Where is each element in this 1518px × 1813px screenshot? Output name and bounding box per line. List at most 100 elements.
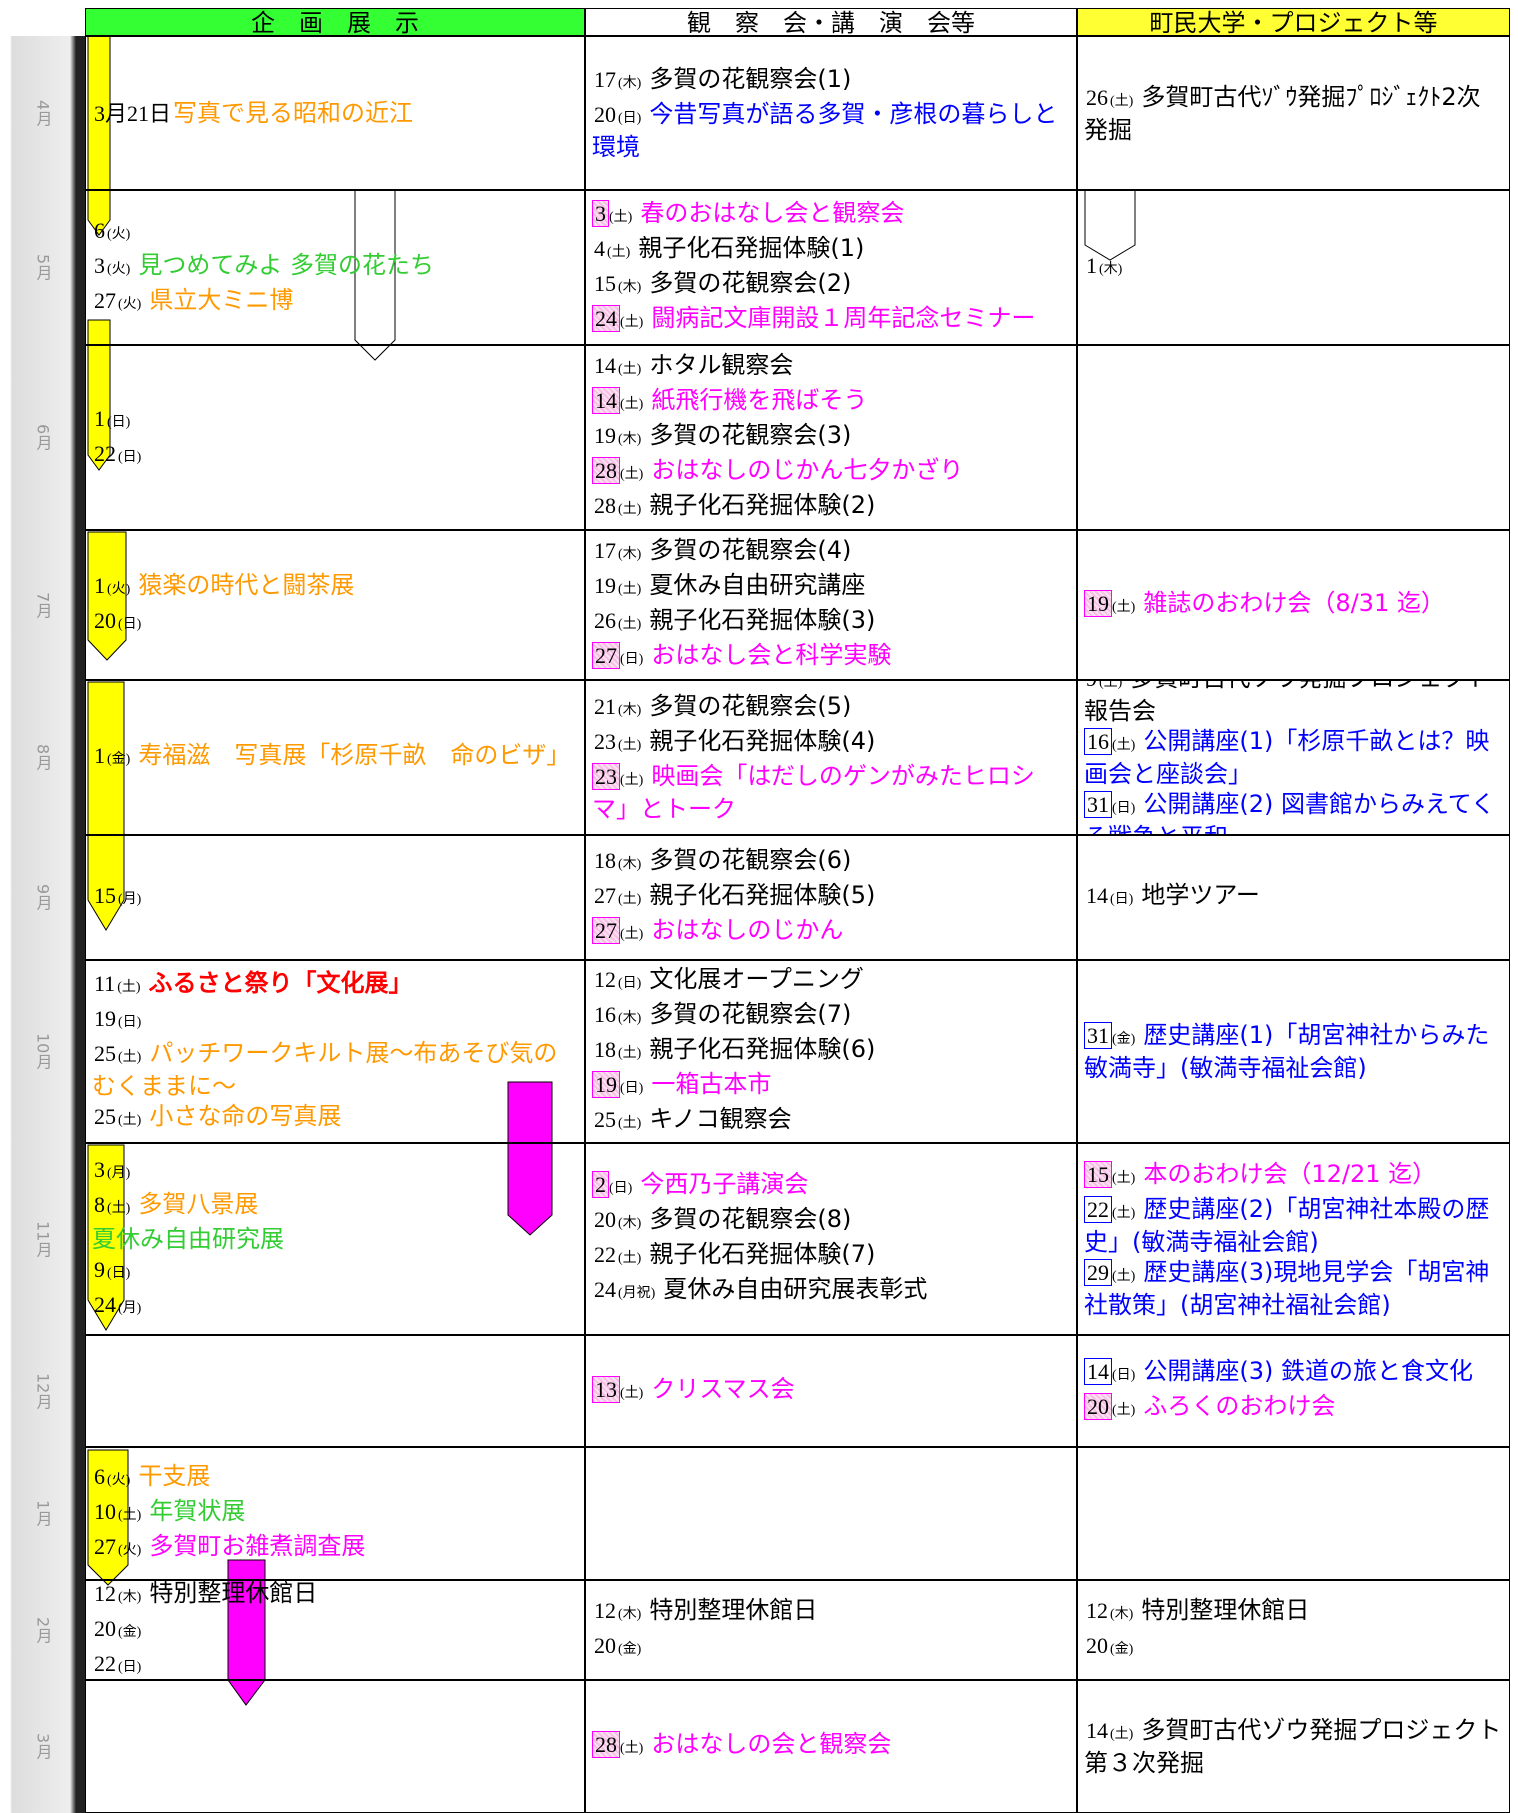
exhibit-cell: 3 (月) 8 (土) 多賀八景展 夏休み自由研究展 9 (日) 24 (月) [85,1143,585,1335]
entry-day: (土) [618,582,642,597]
entry-day: (日) [118,1014,142,1030]
entry-date: 19 [1084,589,1112,617]
entry-day: (土) [1112,1403,1136,1418]
entry-day: (火) [107,1473,131,1488]
month-label: 6月 [0,345,85,530]
entry-date: 3 [94,253,105,278]
entry: 12 (木) 特別整理休館日 [1084,1596,1503,1629]
entry: 27 (火) 県立大ミニ博 [92,286,578,319]
entry-date: 19 [592,1071,620,1098]
entry: 11 (土) ふるさと祭り「文化展」 [92,969,578,1002]
entry-title: パッチワークキルト展～布あそび気のむくままに～ [92,1038,558,1100]
month-row: 4月 3月21日写真で見る昭和の近江 17 (木) 多賀の花観察会(1) 20 (日) 今昔写… [0,36,1510,190]
events-cell: 21 (木) 多賀の花観察会(5) 23 (土) 親子化石発掘体験(4) 23 (土) 映画会「… [585,680,1077,835]
entry-day: (日) [618,111,642,126]
entry-date: 12 [1086,1598,1108,1623]
entry: 6 (火) 干支展 [92,1462,578,1495]
entry-date: 29 [1084,1258,1112,1286]
entry-day: (土) [618,892,642,907]
exhibit-cell: 6 (火) 3 (火) 見つめてみよ 多賀の花たち 27 (火) 県立大ミニ博 [85,190,585,345]
entry: 19 (木) 多賀の花観察会(3) [592,421,1070,454]
entry: 20 (金) [92,1614,578,1647]
entry-title: 親子化石発掘体験(7) [649,1240,876,1268]
entry-day: (月) [118,1301,142,1316]
entry-title: 夏休み自由研究展 [92,1225,284,1253]
entry: 14 (土) ホタル観察会 [592,351,1070,384]
entry-date: 15 [1084,1160,1112,1188]
entry: 19 (日) 一箱古本市 [592,1070,1070,1103]
entry: 12 (木) 特別整理休館日 [592,1596,1070,1629]
entry-date: 24 [592,304,620,332]
entry-title: 多賀の花観察会(2) [649,268,852,297]
entry-day: (木) [1099,262,1123,277]
entry-date: 26 [1086,84,1108,110]
entry-day: (火) [118,1543,142,1558]
entry: 10 (土) 年賀状展 [92,1497,578,1530]
entry-day: (日) [620,652,644,667]
events-cell: 28 (土) おはなしの会と観察会 [585,1680,1077,1813]
entry-day: (土) [620,927,644,942]
entry-title: 親子化石発掘体験(6) [649,1035,876,1063]
entry: 2 (日) 今西乃子講演会 [592,1170,1070,1203]
projects-cell: 14 (日) 地学ツアー [1077,835,1510,960]
entry-title: 多賀の花観察会(6) [649,846,852,874]
header-cell: 町民大学・プロジェクト等 [1077,8,1510,37]
entry-day: (土) [618,1046,642,1061]
entry: 3 (月) [92,1155,578,1188]
entry: 14 (土) 多賀町古代ゾウ発掘プロジェクト第３次発掘 [1084,1716,1503,1777]
entry-day: (火) [107,262,131,277]
entry-date: 15 [594,270,616,296]
entry: 24 (月) [92,1290,578,1323]
month-label: 2月 [0,1580,85,1680]
entry-title: 見つめてみよ 多賀の花たち [138,251,434,279]
entry-date: 31 [1084,791,1112,818]
entry: 6 (火) [92,216,578,249]
entry-day: (日) [107,1266,131,1281]
month-row: 3月 28 (土) おはなしの会と観察会 14 (土) 多賀町古代ゾウ発掘プロジェクト第３次… [0,1680,1510,1813]
entry: 9 (日) [92,1255,578,1288]
month-row: 7月 1 (火) 猿楽の時代と闘茶展 20 (日) 17 (木) 多賀の花観察会(4) 19 (土)… [0,530,1510,680]
entry-date: 18 [594,848,616,873]
entry-title: クリスマス会 [651,1374,795,1403]
entry: 20 (金) [1084,1631,1503,1664]
entry: 20 (日) [92,606,578,639]
entry-title: 紙飛行機を飛ばそう [651,386,868,414]
entry-title: 親子化石発掘体験(4) [649,727,876,755]
exhibit-cell: 15 (月) [85,835,585,960]
entry-title: 文化展オープニング [649,965,864,993]
entry-date: 8 [94,1192,105,1217]
entry-title: 多賀の花観察会(8) [649,1205,852,1233]
entry: 15 (土) 本のおわけ会（12/21 迄） [1084,1160,1503,1193]
entry-title: 多賀町お雑煮調査展 [149,1532,366,1560]
events-cell: 12 (日) 文化展オープニング 16 (木) 多賀の花観察会(7) 18 (土) 親子化石発掘… [585,960,1077,1143]
entry-date: 17 [594,67,616,92]
entry-date: 24 [594,1277,616,1302]
entry-date: 23 [594,729,616,754]
entry-title: 親子化石発掘体験(5) [649,881,876,909]
header-cell: 観 察 会・講 演 会等 [585,8,1077,37]
entry-day: (土) [609,209,633,225]
events-cell: 18 (木) 多賀の花観察会(6) 27 (土) 親子化石発掘体験(5) 27 (土) おはなし… [585,835,1077,960]
entry-day: (金) [618,1642,642,1657]
entry-day: (土) [607,244,631,260]
exhibit-cell [85,1680,585,1813]
entry-title: 闘病記文庫開設１周年記念セミナー [651,303,1036,332]
entry: 28 (土) おはなしの会と観察会 [592,1730,1070,1763]
entry: 22 (土) 親子化石発掘体験(7) [592,1240,1070,1273]
entry-day: (土) [118,1112,142,1128]
entry-title: 年賀状展 [149,1497,246,1525]
month-label: 5月 [0,190,85,345]
entry: 25 (土) 小さな命の写真展 [92,1102,578,1135]
entry-title: 多賀町古代ゾウ発掘プロジェクト報告会 [1084,681,1490,725]
entry-title: ホタル観察会 [649,351,794,379]
entry-day: (木) [618,1011,642,1026]
entry: 24 (月祝) 夏休み自由研究展表彰式 [592,1275,1070,1308]
events-cell [585,1447,1077,1580]
entry: 16 (土) 公開講座(1)「杉原千畝とは？映画会と座談会」 [1084,727,1503,788]
projects-cell: 12 (木) 特別整理休館日 20 (金) [1077,1580,1510,1680]
entry: 1 (火) 猿楽の時代と闘茶展 [92,571,578,604]
entry-title: 猿楽の時代と闘茶展 [138,571,355,599]
entry-day: (土) [1112,738,1136,753]
entry-title: 特別整理休館日 [1141,1596,1310,1624]
entry: 20 (木) 多賀の花観察会(8) [592,1205,1070,1238]
